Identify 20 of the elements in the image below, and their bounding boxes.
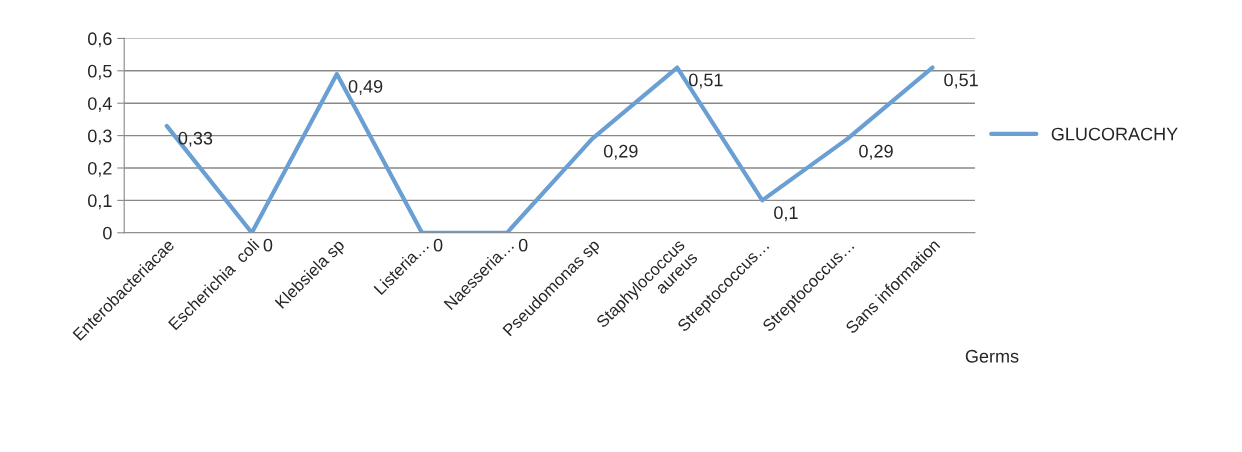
data-label: 0: [518, 238, 528, 252]
y-tick-label: 0,1: [88, 194, 112, 210]
y-tick-label: 0,2: [88, 161, 112, 177]
y-tick-label: 0,5: [88, 64, 112, 80]
y-tick-label: 0: [103, 226, 112, 240]
legend-label: GLUCORACHY: [1051, 127, 1178, 141]
data-label: 0,33: [178, 131, 213, 147]
data-label: 0,49: [348, 80, 383, 95]
data-label: 0: [433, 238, 443, 252]
data-label: 0,51: [689, 73, 723, 89]
data-label: 0,51: [944, 73, 978, 89]
x-axis-title: Germs: [965, 349, 1019, 363]
line-series: [164, 65, 935, 233]
y-tick-label: 0,3: [88, 129, 112, 145]
data-label: 0,29: [859, 144, 893, 160]
data-label: 0,1: [774, 206, 798, 222]
data-label: 0,29: [603, 144, 638, 160]
data-label: 0: [263, 238, 273, 252]
y-tick-label: 0,4: [88, 97, 112, 113]
y-tick-label: 0,6: [88, 32, 112, 48]
